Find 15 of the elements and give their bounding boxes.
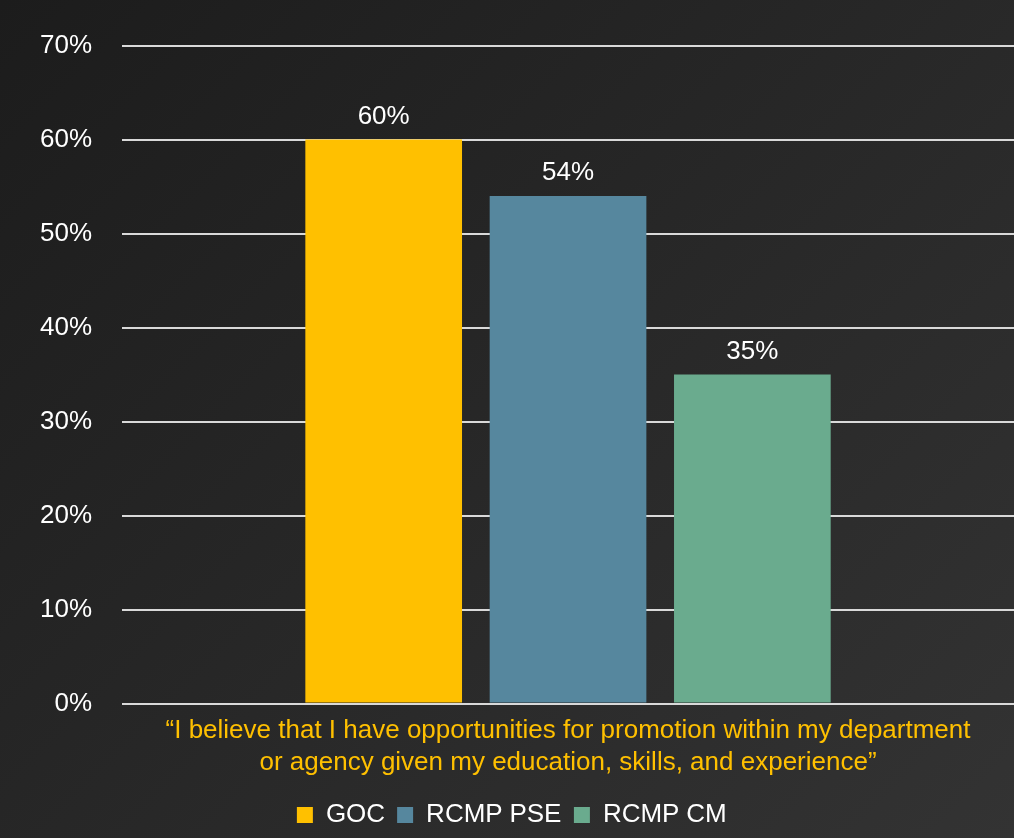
y-tick-label: 40% <box>39 310 93 341</box>
y-tick-label: 10% <box>39 592 93 623</box>
legend-label: RCMP PSE <box>426 798 562 829</box>
y-tick-label: 30% <box>39 404 93 435</box>
y-tick-label: 60% <box>39 122 93 153</box>
text: 60% <box>357 99 410 130</box>
text: 54% <box>542 156 595 187</box>
text: 35% <box>726 334 779 365</box>
legend-label: RCMP CM <box>602 798 727 829</box>
x-tick-label: “I believe that I have opportunities for promotion within my department or agency given my education, skills, and experience” <box>165 714 972 776</box>
y-tick-label: 20% <box>39 498 93 529</box>
y-tick-label: 0% <box>54 686 93 717</box>
y-tick-label: 50% <box>39 216 93 247</box>
legend-label: GOC <box>325 798 386 829</box>
y-tick-label: 70% <box>39 28 93 59</box>
